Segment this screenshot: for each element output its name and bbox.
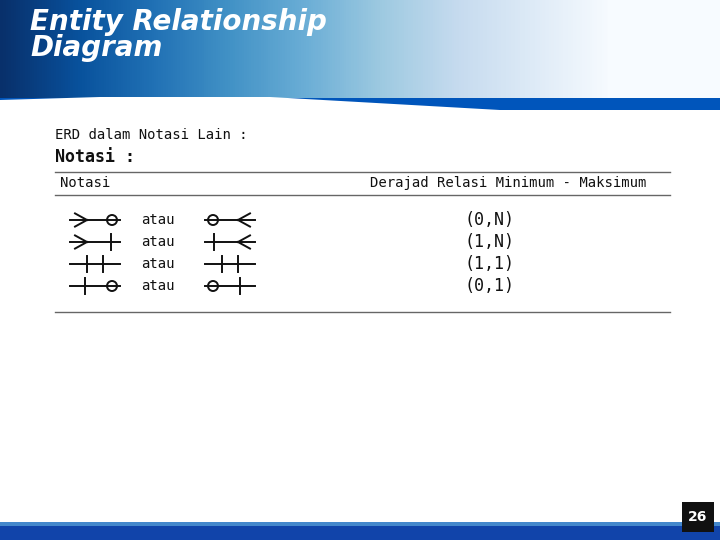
Text: Derajad Relasi Minimum - Maksimum: Derajad Relasi Minimum - Maksimum — [370, 176, 647, 190]
Text: atau: atau — [141, 257, 175, 271]
Text: atau: atau — [141, 235, 175, 249]
Text: Notasi: Notasi — [60, 176, 110, 190]
Text: (1,1): (1,1) — [465, 255, 515, 273]
Text: (1,N): (1,N) — [465, 233, 515, 251]
Text: ERD dalam Notasi Lain :: ERD dalam Notasi Lain : — [55, 128, 248, 142]
Text: Diagram: Diagram — [30, 34, 163, 62]
Polygon shape — [0, 97, 720, 113]
Text: (0,1): (0,1) — [465, 277, 515, 295]
FancyBboxPatch shape — [0, 526, 720, 540]
FancyBboxPatch shape — [0, 522, 720, 526]
Text: atau: atau — [141, 213, 175, 227]
FancyBboxPatch shape — [0, 98, 720, 110]
Text: (0,N): (0,N) — [465, 211, 515, 229]
Text: atau: atau — [141, 279, 175, 293]
Text: 26: 26 — [688, 510, 708, 524]
FancyBboxPatch shape — [682, 502, 714, 532]
Text: Notasi :: Notasi : — [55, 148, 135, 166]
Text: Entity Relationship: Entity Relationship — [30, 8, 327, 36]
